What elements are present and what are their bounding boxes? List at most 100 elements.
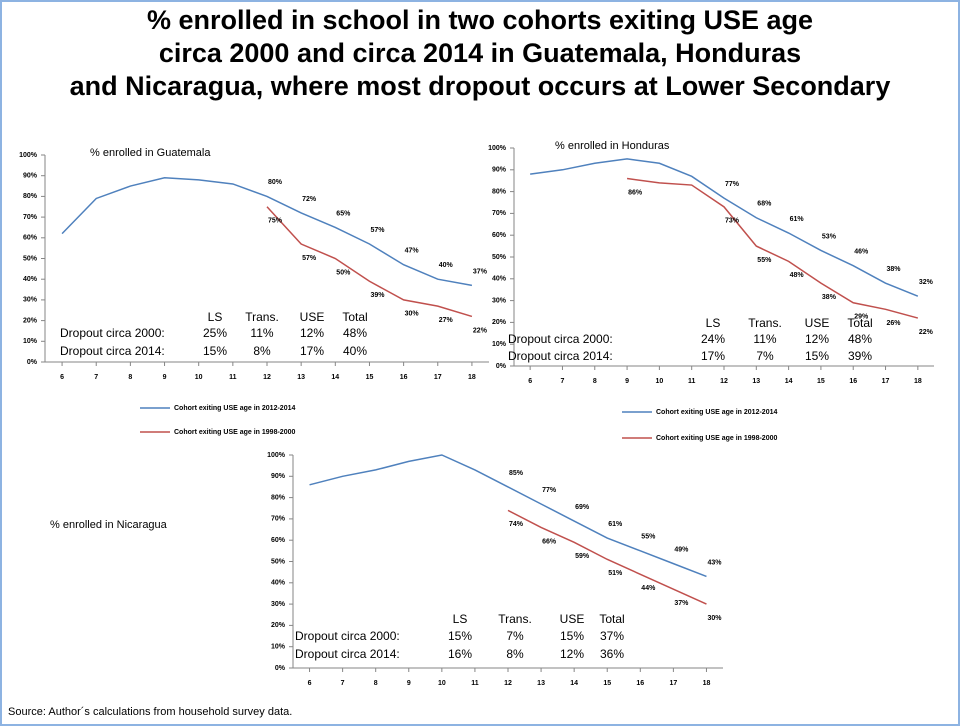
- series-line: [507, 509, 707, 605]
- data-label: 59%: [575, 553, 590, 560]
- x-tick-label: 7: [561, 378, 565, 385]
- data-label: 68%: [757, 201, 772, 208]
- x-tick-label: 12: [263, 374, 271, 381]
- table-row-label: Dropout circa 2014:: [295, 647, 400, 661]
- y-tick-label: 20%: [271, 622, 286, 629]
- y-tick-label: 80%: [23, 193, 38, 200]
- data-label: 65%: [336, 210, 351, 217]
- x-tick-label: 13: [537, 680, 545, 687]
- y-tick-label: 0%: [27, 359, 38, 366]
- series-line: [266, 206, 473, 318]
- chart-subtitle: % enrolled in Honduras: [555, 140, 670, 152]
- data-label: 75%: [268, 218, 283, 225]
- x-tick-label: 6: [528, 378, 532, 385]
- x-tick-label: 11: [229, 374, 237, 381]
- x-tick-label: 9: [407, 680, 411, 687]
- y-tick-label: 50%: [23, 255, 38, 262]
- x-tick-label: 16: [636, 680, 644, 687]
- x-tick-label: 10: [655, 378, 663, 385]
- y-tick-label: 70%: [271, 516, 286, 523]
- x-tick-label: 8: [128, 374, 132, 381]
- y-tick-label: 100%: [488, 145, 507, 152]
- table-cell: 48%: [343, 326, 367, 340]
- data-label: 39%: [370, 292, 385, 299]
- table-cell: 15%: [448, 629, 472, 643]
- data-label: 53%: [822, 233, 837, 240]
- table-cell: 7%: [756, 349, 774, 363]
- x-tick-label: 7: [341, 680, 345, 687]
- y-tick-label: 90%: [23, 173, 38, 180]
- table-cell: 40%: [343, 344, 367, 358]
- y-tick-label: 30%: [23, 297, 38, 304]
- y-tick-label: 30%: [271, 601, 286, 608]
- table-header: LS: [453, 612, 468, 626]
- x-tick-label: 7: [94, 374, 98, 381]
- x-tick-label: 18: [468, 374, 476, 381]
- x-tick-label: 13: [297, 374, 305, 381]
- y-tick-label: 30%: [492, 297, 507, 304]
- data-label: 55%: [641, 534, 656, 541]
- data-label: 85%: [509, 470, 524, 477]
- legend-label: Cohort exiting USE age in 1998-2000: [174, 429, 295, 436]
- y-tick-label: 10%: [271, 644, 286, 651]
- x-tick-label: 9: [163, 374, 167, 381]
- x-tick-label: 17: [434, 374, 442, 381]
- data-label: 29%: [854, 314, 869, 321]
- table-cell: 17%: [300, 344, 324, 358]
- y-tick-label: 20%: [492, 319, 507, 326]
- y-tick-label: 10%: [23, 338, 38, 345]
- table-cell: 17%: [701, 349, 725, 363]
- data-label: 38%: [822, 294, 837, 301]
- y-tick-label: 90%: [271, 473, 286, 480]
- slide-title: % enrolled in school in two cohorts exit…: [70, 5, 891, 101]
- x-tick-label: 18: [703, 680, 711, 687]
- table-cell: 11%: [250, 326, 273, 340]
- table-header: LS: [706, 316, 721, 330]
- x-tick-label: 8: [593, 378, 597, 385]
- legend-label: Cohort exiting USE age in 2012-2014: [656, 409, 777, 416]
- data-label: 27%: [439, 317, 454, 324]
- x-tick-label: 14: [785, 378, 793, 385]
- table-row-label: Dropout circa 2000:: [60, 326, 165, 340]
- table-cell: 48%: [848, 332, 872, 346]
- x-tick-label: 6: [308, 680, 312, 687]
- table-cell: 12%: [805, 332, 829, 346]
- data-label: 44%: [641, 585, 656, 592]
- table-cell: 39%: [848, 349, 872, 363]
- data-label: 37%: [473, 268, 488, 275]
- table-header: Total: [342, 310, 367, 324]
- x-tick-label: 18: [914, 378, 922, 385]
- y-tick-label: 80%: [271, 494, 286, 501]
- y-tick-label: 60%: [271, 537, 286, 544]
- series-line: [61, 177, 473, 287]
- table-header: Trans.: [748, 316, 782, 330]
- chart-subtitle: % enrolled in Nicaragua: [50, 519, 168, 531]
- table-header: Total: [599, 612, 624, 626]
- data-label: 40%: [439, 262, 454, 269]
- table-header: LS: [208, 310, 223, 324]
- table-cell: 12%: [300, 326, 324, 340]
- y-tick-label: 0%: [275, 665, 286, 672]
- y-tick-label: 0%: [496, 363, 507, 370]
- y-tick-label: 100%: [267, 452, 286, 459]
- y-tick-label: 50%: [492, 254, 507, 261]
- table-cell: 15%: [203, 344, 227, 358]
- data-label: 37%: [674, 600, 689, 607]
- table-header: USE: [300, 310, 325, 324]
- data-label: 49%: [674, 546, 689, 553]
- data-label: 77%: [542, 487, 557, 494]
- data-label: 32%: [919, 279, 934, 286]
- y-tick-label: 10%: [492, 341, 507, 348]
- y-tick-label: 50%: [271, 558, 286, 565]
- x-tick-label: 8: [374, 680, 378, 687]
- table-header: USE: [805, 316, 830, 330]
- data-label: 73%: [725, 218, 740, 225]
- data-label: 43%: [707, 559, 722, 566]
- x-tick-label: 14: [331, 374, 339, 381]
- y-tick-label: 40%: [23, 276, 38, 283]
- x-tick-label: 16: [400, 374, 408, 381]
- data-label: 38%: [887, 266, 902, 273]
- table-header: Trans.: [245, 310, 279, 324]
- source-note: Source: Author´s calculations from house…: [8, 706, 292, 718]
